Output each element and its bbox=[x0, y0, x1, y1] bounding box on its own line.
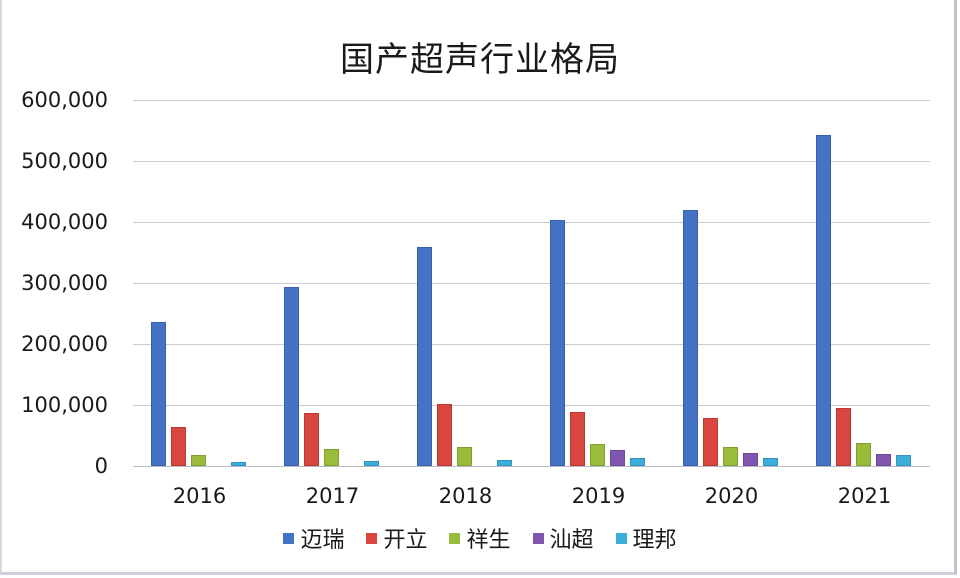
x-tick-label: 2020 bbox=[704, 484, 759, 508]
bar-理邦-2020 bbox=[763, 458, 778, 466]
legend-swatch-icon bbox=[532, 532, 544, 544]
legend-swatch-icon bbox=[366, 532, 378, 544]
legend-swatch-icon bbox=[449, 532, 461, 544]
legend-swatch-icon bbox=[283, 532, 295, 544]
bar-理邦-2016 bbox=[231, 461, 246, 466]
bar-汕超-2021 bbox=[876, 453, 891, 466]
gridline bbox=[133, 222, 930, 223]
legend-label: 理邦 bbox=[632, 528, 677, 553]
legend-label: 祥生 bbox=[466, 528, 511, 553]
bar-开立-2019 bbox=[570, 411, 585, 466]
bar-迈瑞-2016 bbox=[151, 322, 166, 466]
bar-迈瑞-2021 bbox=[816, 134, 831, 466]
gridline bbox=[133, 161, 930, 162]
bar-group-2020 bbox=[665, 100, 798, 466]
legend: 迈瑞 开立 祥生 汕超 理邦 bbox=[0, 522, 960, 554]
bar-理邦-2017 bbox=[364, 461, 379, 466]
y-tick-label: 0 bbox=[94, 454, 108, 478]
legend-item: 理邦 bbox=[615, 522, 677, 554]
x-axis-line bbox=[133, 466, 930, 467]
x-tick-label: 2018 bbox=[438, 484, 493, 508]
bar-group-2016 bbox=[133, 100, 266, 466]
bar-祥生-2020 bbox=[723, 447, 738, 466]
y-tick-label: 500,000 bbox=[21, 149, 108, 173]
legend-swatch-icon bbox=[615, 532, 627, 544]
legend-item: 开立 bbox=[366, 522, 427, 554]
chart-title: 国产超声行业格局 bbox=[340, 40, 620, 80]
bar-迈瑞-2019 bbox=[550, 220, 565, 466]
legend-label: 汕超 bbox=[549, 528, 594, 553]
bar-汕超-2019 bbox=[610, 450, 625, 466]
y-tick-label: 400,000 bbox=[21, 210, 108, 234]
y-tick-label: 100,000 bbox=[21, 393, 108, 417]
bar-迈瑞-2018 bbox=[417, 247, 432, 466]
bar-汕超-2020 bbox=[743, 452, 758, 466]
y-tick-label: 200,000 bbox=[21, 332, 108, 356]
x-tick-label: 2019 bbox=[571, 484, 626, 508]
bar-祥生-2019 bbox=[590, 444, 605, 466]
bar-开立-2018 bbox=[437, 404, 452, 466]
y-tick-label: 600,000 bbox=[21, 88, 108, 112]
bar-理邦-2021 bbox=[896, 455, 911, 466]
bar-group-2017 bbox=[266, 100, 399, 466]
bar-group-2018 bbox=[399, 100, 532, 466]
legend-item: 祥生 bbox=[449, 522, 511, 554]
bar-祥生-2021 bbox=[856, 442, 871, 466]
bar-祥生-2017 bbox=[324, 448, 339, 466]
bar-理邦-2018 bbox=[497, 459, 512, 466]
legend-item: 汕超 bbox=[532, 522, 594, 554]
legend-label: 迈瑞 bbox=[300, 528, 345, 553]
x-tick-label: 2017 bbox=[305, 484, 360, 508]
bar-迈瑞-2017 bbox=[284, 287, 299, 466]
plot-area bbox=[133, 100, 931, 467]
bar-开立-2016 bbox=[171, 426, 186, 466]
gridline bbox=[133, 344, 930, 345]
gridline bbox=[133, 100, 930, 101]
gridline bbox=[133, 405, 930, 406]
bar-祥生-2016 bbox=[191, 455, 206, 466]
bar-开立-2020 bbox=[703, 417, 718, 466]
gridline bbox=[133, 283, 930, 284]
bar-祥生-2018 bbox=[457, 447, 472, 466]
x-tick-label: 2016 bbox=[172, 484, 227, 508]
legend-item: 迈瑞 bbox=[283, 522, 344, 554]
bar-开立-2017 bbox=[304, 412, 319, 466]
bar-group-2019 bbox=[532, 100, 665, 466]
bar-迈瑞-2020 bbox=[683, 209, 698, 466]
y-tick-label: 300,000 bbox=[21, 271, 108, 295]
legend-label: 开立 bbox=[383, 528, 428, 553]
bar-开立-2021 bbox=[836, 408, 851, 466]
bar-group-2021 bbox=[798, 100, 931, 466]
x-tick-label: 2021 bbox=[837, 484, 892, 508]
bar-理邦-2019 bbox=[630, 458, 645, 466]
